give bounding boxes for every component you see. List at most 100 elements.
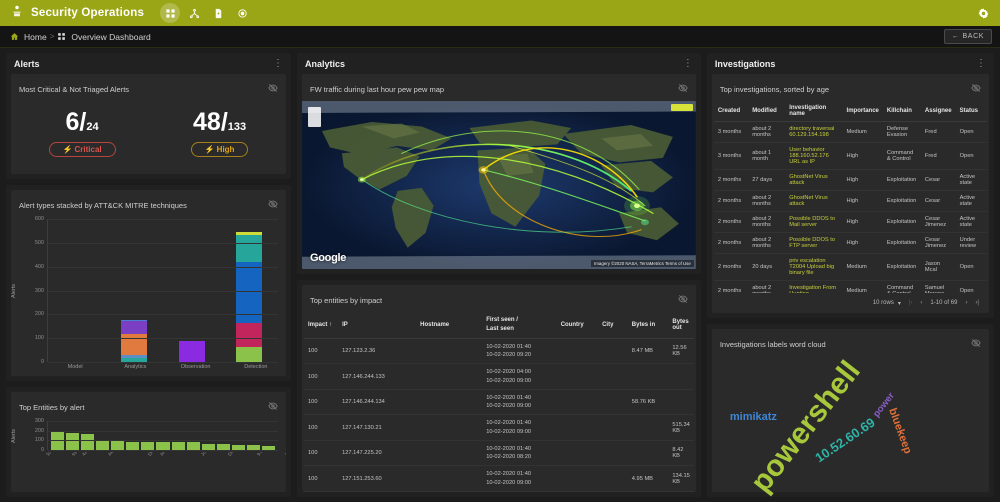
impact-table-scroll[interactable]: Impact ↑ IP Hostname First seen / Last seen C… (302, 312, 696, 492)
bar-segment[interactable] (121, 333, 148, 356)
column-header[interactable]: Killchain (882, 101, 921, 122)
column-header[interactable]: Country (556, 312, 599, 339)
column-header[interactable]: First seen / Last seen (482, 312, 557, 339)
column-header[interactable]: Importance (842, 101, 883, 122)
wordcloud-word[interactable]: mimikatz (729, 411, 777, 424)
table-row[interactable]: 100 127.151.253.60 10-02-2020 01:40 10-02-2… (304, 465, 694, 492)
hide-panel-icon[interactable] (678, 80, 688, 98)
table-row[interactable]: 100 127.146.244.134 10-02-2020 01:40 10-02-… (304, 389, 694, 416)
column-header[interactable]: Bytes out (668, 312, 694, 339)
settings-button[interactable] (977, 0, 990, 26)
pew-pew-map[interactable]: Google Imagery ©2020 NASA, TerraMetrics … (302, 101, 696, 270)
analytics-panel-menu-button[interactable]: ⋮ (682, 57, 693, 69)
column-header[interactable]: IP (338, 312, 417, 339)
bar[interactable] (231, 444, 245, 450)
column-header[interactable]: Assignee (920, 101, 956, 122)
bar-segment[interactable] (236, 234, 263, 263)
bar[interactable] (156, 442, 170, 450)
map-canvas[interactable] (302, 101, 696, 270)
column-header[interactable]: Bytes in (627, 312, 669, 339)
prev-page-button[interactable]: ‹ (920, 300, 923, 306)
table-row[interactable]: 2 months about 2 months Possible DDOS to F… (713, 232, 987, 254)
first-page-button[interactable]: |‹ (908, 300, 913, 306)
bar[interactable] (81, 433, 95, 450)
nav-network-button[interactable] (184, 3, 204, 23)
hide-panel-icon[interactable] (678, 291, 688, 309)
stacked-bar[interactable] (121, 319, 148, 362)
bar-segment[interactable] (178, 340, 205, 362)
nav-threats-button[interactable] (232, 3, 252, 23)
hide-panel-icon[interactable] (971, 80, 981, 98)
map-controls[interactable] (308, 107, 321, 127)
bar[interactable] (201, 444, 215, 450)
investigation-name-link[interactable]: User behavior 188.160.52.176 URL as IP (785, 142, 843, 170)
bar-group[interactable] (163, 219, 221, 362)
bar-segment[interactable] (121, 355, 148, 358)
table-row[interactable]: 100 127.147.225.20 10-02-2020 01:40 10-02-2… (304, 440, 694, 467)
investigation-name-link[interactable]: GhostNet Virus attack (785, 169, 843, 191)
column-header[interactable]: Hostname (416, 312, 483, 339)
investigation-name-link[interactable]: Investigation From Hunting (785, 280, 843, 293)
table-row[interactable]: 2 months 20 days priv escalation T2004 Upl… (713, 253, 987, 281)
column-header[interactable]: Status (955, 101, 987, 122)
investigation-name-link[interactable]: priv escalation T2004 Upload big binary … (785, 253, 843, 281)
bar-segment[interactable] (121, 321, 148, 334)
table-row[interactable]: 100 127.146.244.133 10-02-2020 04:00 10-02-… (304, 363, 694, 390)
hide-panel-icon[interactable] (268, 398, 278, 416)
bar[interactable] (141, 441, 155, 450)
breadcrumb-home[interactable]: Home (10, 32, 47, 42)
table-row[interactable]: 3 months about 2 months directory traversa… (713, 121, 987, 143)
table-row[interactable]: 100 127.147.130.21 10-02-2020 01:40 10-02-2… (304, 414, 694, 441)
bar[interactable] (126, 441, 140, 450)
table-row[interactable]: 100 127.123.2.36 10-02-2020 01:40 10-02-202… (304, 338, 694, 365)
bar[interactable] (171, 442, 185, 450)
last-page-button[interactable]: ›| (975, 300, 979, 306)
map-zoom-control[interactable] (670, 104, 693, 111)
nav-reports-button[interactable] (208, 3, 228, 23)
column-header[interactable]: City (598, 312, 628, 339)
bar[interactable] (186, 442, 200, 450)
investigation-name-link[interactable]: directory traversal 60.129.154.198 (785, 121, 843, 143)
investigations-table-scroll[interactable]: Created Modified Investigation name Importa… (712, 101, 989, 293)
bar-segment[interactable] (121, 357, 148, 362)
bar[interactable] (96, 440, 110, 450)
bar-segment[interactable] (236, 262, 263, 323)
hide-panel-icon[interactable] (268, 196, 278, 214)
rows-per-page-select[interactable]: 10 rows ▾ (873, 300, 901, 307)
investigation-name-link[interactable]: Possible DDOS to FTP server (785, 232, 843, 254)
table-row[interactable]: 2 months about 2 months GhostNet Virus att… (713, 190, 987, 212)
next-page-button[interactable]: › (965, 300, 968, 306)
bar[interactable] (111, 441, 125, 450)
column-header[interactable]: Created (713, 101, 749, 122)
bar[interactable] (216, 444, 230, 450)
bar-segment[interactable] (236, 231, 263, 235)
status-badge-critical[interactable]: ⚡ Critical (48, 142, 116, 157)
investigations-panel-menu-button[interactable]: ⋮ (976, 57, 986, 69)
back-button[interactable]: ← BACK (943, 29, 992, 44)
wordcloud-word[interactable]: bluekeep (886, 406, 915, 456)
stacked-bar[interactable] (178, 340, 205, 362)
bar-segment[interactable] (236, 322, 263, 348)
bar-group[interactable] (106, 219, 164, 362)
hide-panel-icon[interactable] (268, 80, 278, 98)
bar-segment[interactable] (121, 319, 148, 322)
bar[interactable] (246, 444, 260, 450)
table-row[interactable]: 2 months about 2 months Possible DDOS to M… (713, 211, 987, 233)
alerts-panel-menu-button[interactable]: ⋮ (273, 57, 283, 69)
hide-panel-icon[interactable] (971, 335, 981, 353)
column-header[interactable]: Modified (748, 101, 786, 122)
status-badge-high[interactable]: ⚡ High (190, 142, 249, 157)
investigation-name-link[interactable]: GhostNet Virus attack (785, 190, 843, 212)
table-row[interactable]: 2 months 27 days GhostNet Virus attack High… (713, 169, 987, 191)
column-header[interactable]: Investigation name (785, 101, 843, 122)
column-header[interactable]: Impact ↑ (304, 312, 339, 339)
bar[interactable] (66, 433, 80, 450)
bar-segment[interactable] (236, 347, 263, 362)
nav-dashboards-button[interactable] (160, 3, 181, 23)
stacked-bar[interactable] (236, 231, 263, 362)
bar-group[interactable] (221, 219, 279, 362)
table-row[interactable]: 3 months about 1 month User behavior 188.1… (713, 142, 987, 170)
investigation-name-link[interactable]: Possible DDOS to Mail server (785, 211, 843, 233)
bar[interactable] (261, 445, 275, 450)
